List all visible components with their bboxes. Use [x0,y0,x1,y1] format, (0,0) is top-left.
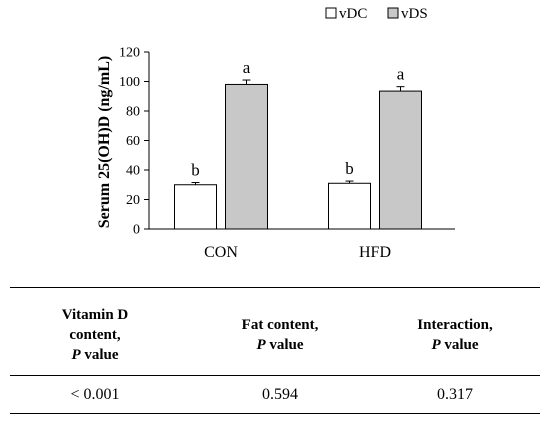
y-tick-label: 100 [119,75,140,90]
significance-letter: a [243,58,251,77]
legend-swatch-vdc [325,7,337,19]
legend-label-vds: vDS [401,6,428,22]
table-mid-rule [10,375,540,376]
bar-vds-hfd [379,90,422,230]
header-interaction: Interaction, P value [375,315,535,355]
y-tick-label: 0 [133,223,140,238]
header-interaction-line1: Interaction, [417,317,493,333]
x-tick-label: HFD [359,244,391,261]
header-interaction-line2: P value [431,337,479,353]
header-vitamin-d-line2: content, [69,327,121,343]
legend-label-vdc: vDC [339,6,367,22]
y-tick-label: 60 [126,134,140,149]
significance-letter: b [345,159,354,178]
y-tick-label: 40 [126,164,140,179]
table-bottom-rule [10,413,540,414]
y-axis-title: Serum 25(OH)D (ng/mL) [96,56,113,228]
legend-swatch-vds [387,7,399,19]
y-tick-label: 20 [126,193,140,208]
bar-vdc-con [174,184,217,230]
significance-letter: a [397,65,405,84]
x-tick-label: CON [204,244,238,261]
table-top-rule [10,287,540,288]
y-tick-label: 120 [119,46,140,61]
header-vitamin-d-line1: Vitamin D [61,307,129,323]
value-vitamin-d: < 0.001 [70,386,120,403]
header-fat-content: Fat content, P value [195,315,365,355]
header-vitamin-d: Vitamin D content, P value [20,305,170,365]
bar-vds-con [225,83,268,230]
header-vitamin-d-line3: P value [71,347,119,363]
y-tick-label: 80 [126,105,140,120]
bar-vdc-hfd [328,182,371,230]
value-fat-content: 0.594 [262,386,298,403]
value-interaction: 0.317 [437,386,473,403]
header-fat-content-line2: P value [256,337,304,353]
header-fat-content-line1: Fat content, [241,317,319,333]
bar-chart: 0 20 40 60 80 100 120 Serum 25(OH)D (ng/mL) b a CO… [96,6,455,261]
significance-letter: b [191,161,200,180]
